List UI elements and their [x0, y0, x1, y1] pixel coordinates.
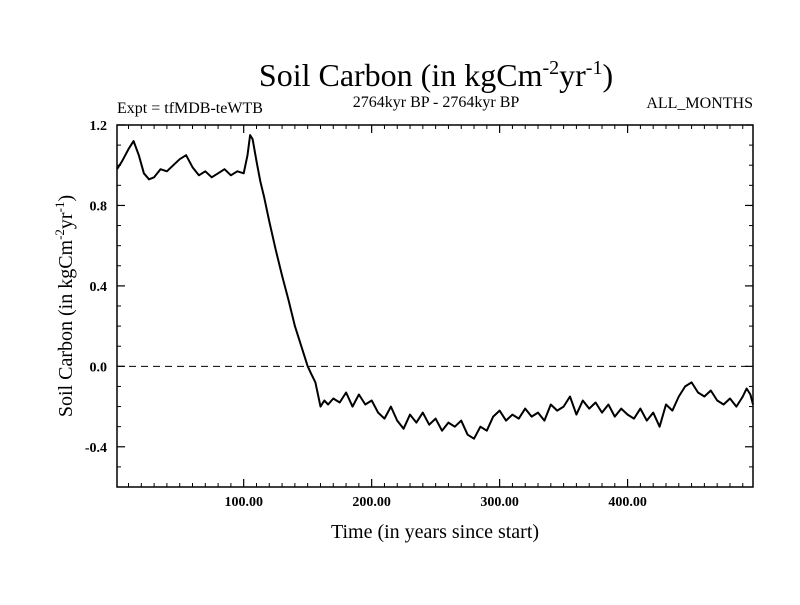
x-tick-label: 300.00: [480, 495, 519, 510]
time-range-label: 2764kyr BP - 2764kyr BP: [353, 94, 520, 111]
x-tick-label: 400.00: [608, 495, 647, 510]
y-tick-label: 1.2: [90, 119, 108, 134]
chart-title: Soil Carbon (in kgCm-2yr-1): [259, 57, 613, 93]
x-tick-label: 200.00: [352, 495, 391, 510]
y-tick-label: 0.4: [90, 280, 108, 295]
y-axis-label-close: ): [55, 195, 77, 202]
experiment-label: Expt = tfMDB-teWTB: [117, 100, 263, 117]
y-axis-label-exponent-2: -1: [52, 202, 67, 213]
x-axis-label: Time (in years since start): [331, 521, 539, 543]
chart-title-main: Soil Carbon (in kgCm: [259, 57, 543, 93]
soil-carbon-series-line: [116, 134, 754, 440]
y-axis-label-mid: yr: [55, 212, 77, 229]
chart-title-close: ): [602, 57, 613, 93]
chart-title-exponent-2: -1: [586, 57, 603, 79]
chart-title-exponent-1: -2: [542, 57, 559, 79]
y-axis-label-main: Soil Carbon (in kgCm: [55, 239, 77, 417]
months-label: ALL_MONTHS: [646, 95, 753, 112]
y-axis-label-exponent-1: -2: [52, 229, 67, 240]
y-tick-label: -0.4: [85, 441, 107, 456]
y-axis-label: Soil Carbon (in kgCm-2yr-1): [52, 195, 77, 417]
plot-frame: [116, 124, 754, 488]
plot-area: 100.00 200.00 300.00 400.00 1.2 0.8 0.4 0.0 -0.4: [85, 119, 754, 510]
y-tick-label: 0.8: [90, 199, 108, 214]
y-tick-label: 0.0: [90, 360, 108, 375]
x-tick-label: 100.00: [224, 495, 263, 510]
chart-title-mid: yr: [559, 57, 586, 93]
